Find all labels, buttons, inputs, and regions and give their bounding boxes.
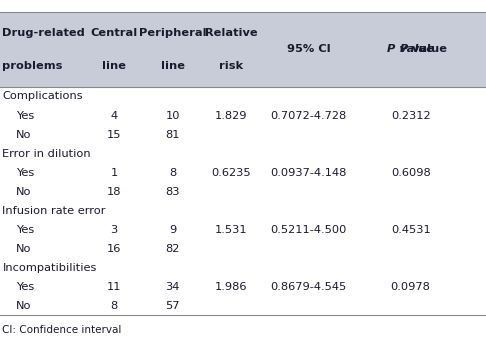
Text: 0.0937-4.148: 0.0937-4.148 <box>270 168 347 178</box>
Text: 0.6098: 0.6098 <box>391 168 431 178</box>
Text: 8: 8 <box>169 168 176 178</box>
Text: risk: risk <box>219 61 243 71</box>
Text: Central: Central <box>90 28 138 38</box>
Text: Complications: Complications <box>2 91 83 102</box>
Text: 81: 81 <box>165 130 180 139</box>
Text: CI: Confidence interval: CI: Confidence interval <box>2 325 122 335</box>
Text: 0.8679-4.545: 0.8679-4.545 <box>271 282 347 292</box>
Text: 8: 8 <box>111 301 118 311</box>
Text: Yes: Yes <box>16 168 35 178</box>
Text: problems: problems <box>2 61 63 71</box>
Text: No: No <box>16 130 32 139</box>
Text: 82: 82 <box>165 244 180 254</box>
Text: 15: 15 <box>107 130 122 139</box>
Text: 57: 57 <box>165 301 180 311</box>
Text: Incompatibilities: Incompatibilities <box>2 263 97 273</box>
Text: Peripheral: Peripheral <box>139 28 207 38</box>
Text: 34: 34 <box>165 282 180 292</box>
Text: 0.0978: 0.0978 <box>391 282 431 292</box>
Text: Relative: Relative <box>205 28 257 38</box>
Text: 0.7072-4.728: 0.7072-4.728 <box>271 110 347 120</box>
Text: Infusion rate error: Infusion rate error <box>2 206 106 216</box>
Text: 1: 1 <box>111 168 118 178</box>
Text: 1.829: 1.829 <box>215 110 247 120</box>
Text: value: value <box>408 44 447 55</box>
Text: line: line <box>102 61 126 71</box>
Text: P value: P value <box>387 44 434 55</box>
Text: No: No <box>16 244 32 254</box>
Text: line: line <box>160 61 185 71</box>
Text: Yes: Yes <box>16 282 35 292</box>
Text: 83: 83 <box>165 187 180 197</box>
Bar <box>0 87 486 315</box>
Text: P: P <box>400 44 408 55</box>
Text: No: No <box>16 187 32 197</box>
Text: Drug-related: Drug-related <box>2 28 85 38</box>
Text: 95% CI: 95% CI <box>287 44 330 55</box>
Bar <box>0 12 486 87</box>
Text: 0.2312: 0.2312 <box>391 110 431 120</box>
Text: 1.531: 1.531 <box>214 225 247 235</box>
Text: 0.4531: 0.4531 <box>391 225 431 235</box>
Text: 16: 16 <box>107 244 122 254</box>
Text: 10: 10 <box>165 110 180 120</box>
Text: No: No <box>16 301 32 311</box>
Text: Yes: Yes <box>16 225 35 235</box>
Text: 4: 4 <box>111 110 118 120</box>
Text: Yes: Yes <box>16 110 35 120</box>
Text: 11: 11 <box>107 282 122 292</box>
Text: 3: 3 <box>111 225 118 235</box>
Text: 18: 18 <box>107 187 122 197</box>
Text: 9: 9 <box>169 225 176 235</box>
Text: Error in dilution: Error in dilution <box>2 149 91 159</box>
Text: 0.5211-4.500: 0.5211-4.500 <box>270 225 347 235</box>
Text: 1.986: 1.986 <box>215 282 247 292</box>
Text: 0.6235: 0.6235 <box>211 168 251 178</box>
